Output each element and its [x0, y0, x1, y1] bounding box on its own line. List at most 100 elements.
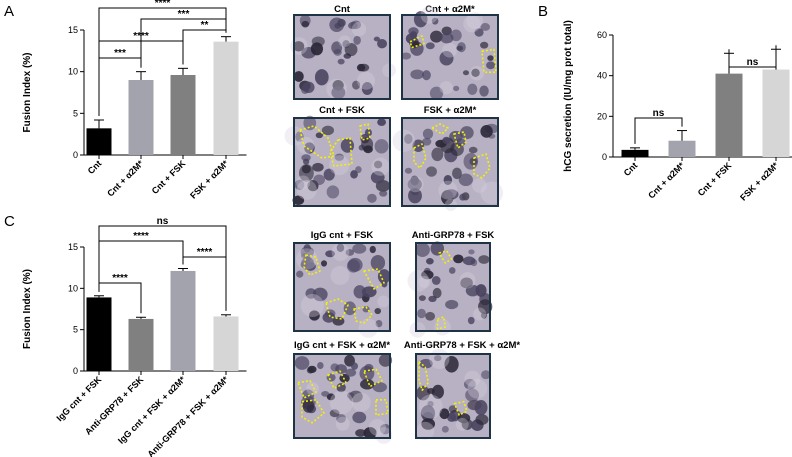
- micrograph-cell-2-31: [364, 128, 372, 137]
- bar-c-2: [170, 270, 196, 371]
- significance-bracket-b-0: [634, 117, 683, 144]
- micrograph-cell-1-0: [487, 55, 494, 61]
- y-tick-label-a-0: 0: [73, 150, 78, 160]
- micrograph-cell-4-3: [352, 243, 367, 254]
- micrograph-title-cnt-fsk: Cnt + FSK: [319, 105, 365, 116]
- micrograph-cell-4-4: [377, 269, 391, 284]
- micrograph-light-6-4: [351, 392, 371, 412]
- micrograph-cell-2-29: [299, 164, 314, 182]
- micrograph-cell-5-10: [432, 287, 442, 299]
- y-tick-label-b-0: 0: [602, 152, 607, 162]
- micrograph-cell-6-7: [336, 382, 346, 393]
- micrograph-cell-0-27: [302, 81, 315, 93]
- micrograph-light-6-0: [329, 390, 354, 415]
- micrograph-cell-4-12: [374, 307, 382, 315]
- micrograph-frame-2: [293, 117, 391, 207]
- significance-label-a-0: ****: [155, 0, 171, 9]
- micrograph-light-3-2: [438, 180, 458, 200]
- bar-a-1: [128, 80, 154, 155]
- bar-b-1: [668, 140, 696, 157]
- micrograph-light-4-0: [295, 248, 318, 270]
- micrograph-cell-6-20: [355, 429, 366, 437]
- category-label-b-1: Cnt + α2M*: [646, 160, 687, 201]
- significance-label-c-1: ****: [133, 231, 149, 242]
- micrograph-cell-0-28: [331, 86, 346, 99]
- micrograph-cell-4-23: [345, 249, 355, 256]
- category-label-a-2: Cnt + FSK: [150, 158, 188, 196]
- micrograph-cell-4-22: [336, 243, 345, 252]
- micrograph-light-1-4: [466, 12, 484, 29]
- micrograph-light-3-0: [407, 176, 424, 193]
- fusion-outline-5-1: [436, 316, 447, 330]
- micrograph-cell-1-24: [457, 42, 466, 53]
- y-axis-title-c: Fusion Index (%): [22, 269, 33, 349]
- micrograph-cell-1-20: [400, 52, 412, 60]
- micrograph-cell-7-12: [465, 388, 480, 402]
- fusion-outline-5-0: [438, 250, 453, 264]
- fusion-outline-2-1: [329, 137, 353, 167]
- micrograph-light-7-4: [467, 378, 488, 399]
- fusion-outline-3-3: [473, 153, 491, 179]
- micrograph-cell-1-6: [410, 69, 425, 80]
- micrograph-light-2-4: [296, 136, 315, 154]
- significance-label-a-1: ***: [178, 9, 190, 20]
- panel-label-c: C: [4, 213, 15, 230]
- y-tick-label-a-2: 10: [68, 67, 78, 77]
- micrograph-6: [293, 353, 393, 444]
- micrograph-cell-5-14: [421, 270, 434, 280]
- micrograph-cell-2-3: [370, 171, 385, 184]
- micrograph-cell-4-24: [296, 270, 304, 278]
- category-label-a-3: FSK + α2M*: [188, 158, 231, 201]
- micrograph-cell-7-22: [441, 425, 449, 433]
- micrograph-cell-6-25: [378, 353, 393, 367]
- micrograph-cell-0-8: [344, 42, 358, 57]
- micrograph-cell-5-11: [425, 311, 436, 321]
- micrograph-cell-7-14: [461, 418, 473, 430]
- micrograph-cell-3-28: [404, 167, 413, 174]
- micrograph-cell-3-0: [468, 146, 478, 154]
- micrograph-cell-7-18: [421, 418, 436, 430]
- fusion-outline-6-0: [297, 379, 317, 399]
- micrograph-cell-1-28: [412, 40, 420, 48]
- significance-bracket-c-0: [98, 225, 227, 311]
- micrograph-cell-3-29: [463, 153, 479, 170]
- micrograph-cell-3-30: [408, 187, 422, 204]
- micrograph-light-5-2: [418, 275, 431, 289]
- panel-label-b: B: [538, 3, 548, 20]
- micrograph-light-7-5: [455, 417, 469, 431]
- y-tick-label-a-1: 5: [73, 108, 78, 118]
- micrograph-cell-2-19: [355, 166, 362, 174]
- micrograph-cell-3-21: [443, 174, 453, 186]
- micrograph-cell-5-7: [428, 295, 437, 303]
- micrograph-cell-6-3: [329, 409, 340, 418]
- micrograph-4: [293, 242, 391, 338]
- micrograph-light-3-5: [444, 198, 457, 212]
- micrograph-frame-7: [415, 353, 491, 439]
- micrograph-cell-5-23: [448, 267, 456, 274]
- category-label-b-3: FSK + α2M*: [738, 160, 781, 203]
- micrograph-cell-0-24: [356, 63, 366, 72]
- micrograph-cell-1-5: [480, 23, 491, 31]
- micrograph-cell-7-11: [447, 412, 457, 422]
- micrograph-cell-3-19: [421, 137, 432, 146]
- micrograph-title-anti-grp78-fsk-a2m: Anti-GRP78 + FSK + α2M*: [404, 340, 520, 351]
- micrograph-cell-6-26: [335, 364, 347, 374]
- micrograph-title-anti-grp78-fsk: Anti-GRP78 + FSK: [412, 230, 495, 241]
- y-tick-label-b-3: 60: [597, 30, 607, 40]
- fusion-outline-1-0: [409, 35, 425, 49]
- micrograph-cell-5-15: [478, 255, 490, 264]
- micrograph-cell-2-21: [315, 132, 324, 139]
- micrograph-cell-1-17: [429, 86, 444, 100]
- fusion-outline-4-0: [303, 254, 321, 276]
- micrograph-cell-1-23: [453, 85, 460, 92]
- micrograph-cell-4-28: [347, 257, 363, 272]
- micrograph-cell-4-29: [353, 285, 366, 299]
- chart-a-fusion-index: 0 5 10 15 Fusion Index (%) Cnt Cnt + α2M* Cnt +…: [22, 0, 247, 201]
- micrograph-light-4-5: [358, 318, 379, 338]
- fusion-outline-6-3: [301, 399, 325, 424]
- fusion-outline-3-2: [453, 131, 467, 149]
- micrograph-cell-1-16: [480, 41, 489, 49]
- y-tick-label-b-1: 20: [597, 111, 607, 121]
- micrograph-light-1-2: [469, 66, 485, 81]
